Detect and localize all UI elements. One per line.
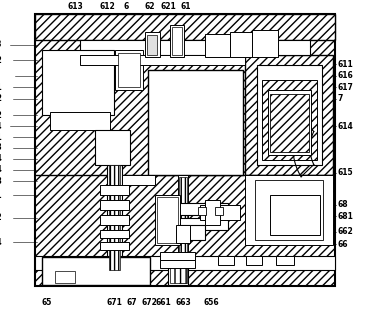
- Text: 612: 612: [100, 2, 115, 11]
- Bar: [80, 55, 245, 65]
- Text: 615: 615: [338, 168, 353, 177]
- Bar: [205, 200, 220, 225]
- Text: 67: 67: [126, 298, 137, 307]
- Text: 65: 65: [41, 298, 51, 307]
- Text: 621: 621: [161, 2, 176, 11]
- Bar: [165, 225, 205, 240]
- Bar: [100, 200, 129, 210]
- Text: 6: 6: [123, 2, 128, 11]
- Bar: [270, 195, 320, 235]
- Bar: [205, 34, 230, 57]
- Text: 632: 632: [0, 56, 2, 65]
- Bar: [35, 14, 335, 286]
- Bar: [80, 40, 310, 55]
- Bar: [198, 207, 206, 215]
- Bar: [245, 55, 333, 175]
- Bar: [107, 165, 122, 270]
- Text: 642: 642: [0, 111, 2, 120]
- Bar: [100, 242, 129, 250]
- Text: 613: 613: [68, 2, 83, 11]
- Text: 682: 682: [0, 94, 2, 103]
- Bar: [100, 185, 129, 195]
- Bar: [230, 32, 252, 57]
- Bar: [145, 32, 160, 57]
- Bar: [155, 203, 228, 215]
- Bar: [170, 25, 184, 57]
- Bar: [115, 50, 143, 90]
- Text: 643: 643: [0, 143, 2, 153]
- Bar: [157, 197, 178, 243]
- Bar: [148, 70, 243, 175]
- Bar: [246, 256, 262, 265]
- Bar: [122, 175, 155, 185]
- Bar: [252, 30, 278, 57]
- Text: 64: 64: [0, 122, 2, 131]
- Bar: [179, 177, 187, 283]
- Bar: [215, 207, 223, 215]
- Bar: [270, 94, 309, 152]
- Bar: [245, 175, 333, 245]
- Bar: [55, 271, 75, 283]
- Bar: [147, 35, 157, 55]
- Bar: [200, 205, 240, 220]
- Bar: [262, 80, 317, 160]
- Text: 662: 662: [338, 227, 353, 237]
- Bar: [118, 53, 140, 87]
- Bar: [172, 27, 182, 55]
- Bar: [35, 14, 335, 40]
- Bar: [155, 218, 228, 230]
- Text: 656: 656: [203, 298, 219, 307]
- Text: 681: 681: [338, 212, 354, 221]
- Text: 673: 673: [0, 177, 2, 186]
- Text: 63: 63: [0, 40, 2, 50]
- Bar: [95, 130, 130, 165]
- Text: 664: 664: [0, 165, 2, 174]
- Text: 68: 68: [338, 200, 348, 209]
- Bar: [160, 252, 195, 260]
- Text: 7: 7: [338, 94, 343, 103]
- Bar: [257, 65, 322, 165]
- Text: 671: 671: [106, 298, 122, 307]
- Bar: [160, 260, 195, 268]
- Text: 651: 651: [0, 191, 2, 200]
- Text: 62: 62: [145, 2, 156, 11]
- Text: 661: 661: [156, 298, 171, 307]
- Text: 66: 66: [338, 240, 348, 249]
- Text: 611: 611: [338, 60, 353, 69]
- Bar: [255, 180, 323, 240]
- Text: 614: 614: [338, 122, 353, 131]
- Bar: [268, 90, 311, 155]
- Text: 652: 652: [0, 213, 2, 222]
- Bar: [100, 215, 129, 225]
- Text: 663: 663: [176, 298, 192, 307]
- Text: 631: 631: [0, 83, 2, 92]
- Bar: [218, 256, 234, 265]
- Bar: [35, 256, 335, 270]
- Bar: [50, 112, 110, 130]
- Bar: [42, 50, 114, 115]
- Bar: [168, 256, 188, 285]
- Text: 644: 644: [0, 154, 2, 163]
- Bar: [109, 165, 120, 270]
- Bar: [100, 230, 129, 238]
- Text: 654: 654: [0, 238, 2, 247]
- Text: 61: 61: [180, 2, 191, 11]
- Text: 617: 617: [338, 83, 354, 92]
- Bar: [42, 257, 150, 285]
- Bar: [155, 195, 180, 245]
- Bar: [176, 225, 190, 243]
- Text: 672: 672: [141, 298, 157, 307]
- Text: 616: 616: [338, 71, 353, 81]
- Text: 641: 641: [0, 132, 2, 142]
- Bar: [170, 258, 186, 283]
- Bar: [178, 175, 188, 285]
- Bar: [276, 256, 294, 265]
